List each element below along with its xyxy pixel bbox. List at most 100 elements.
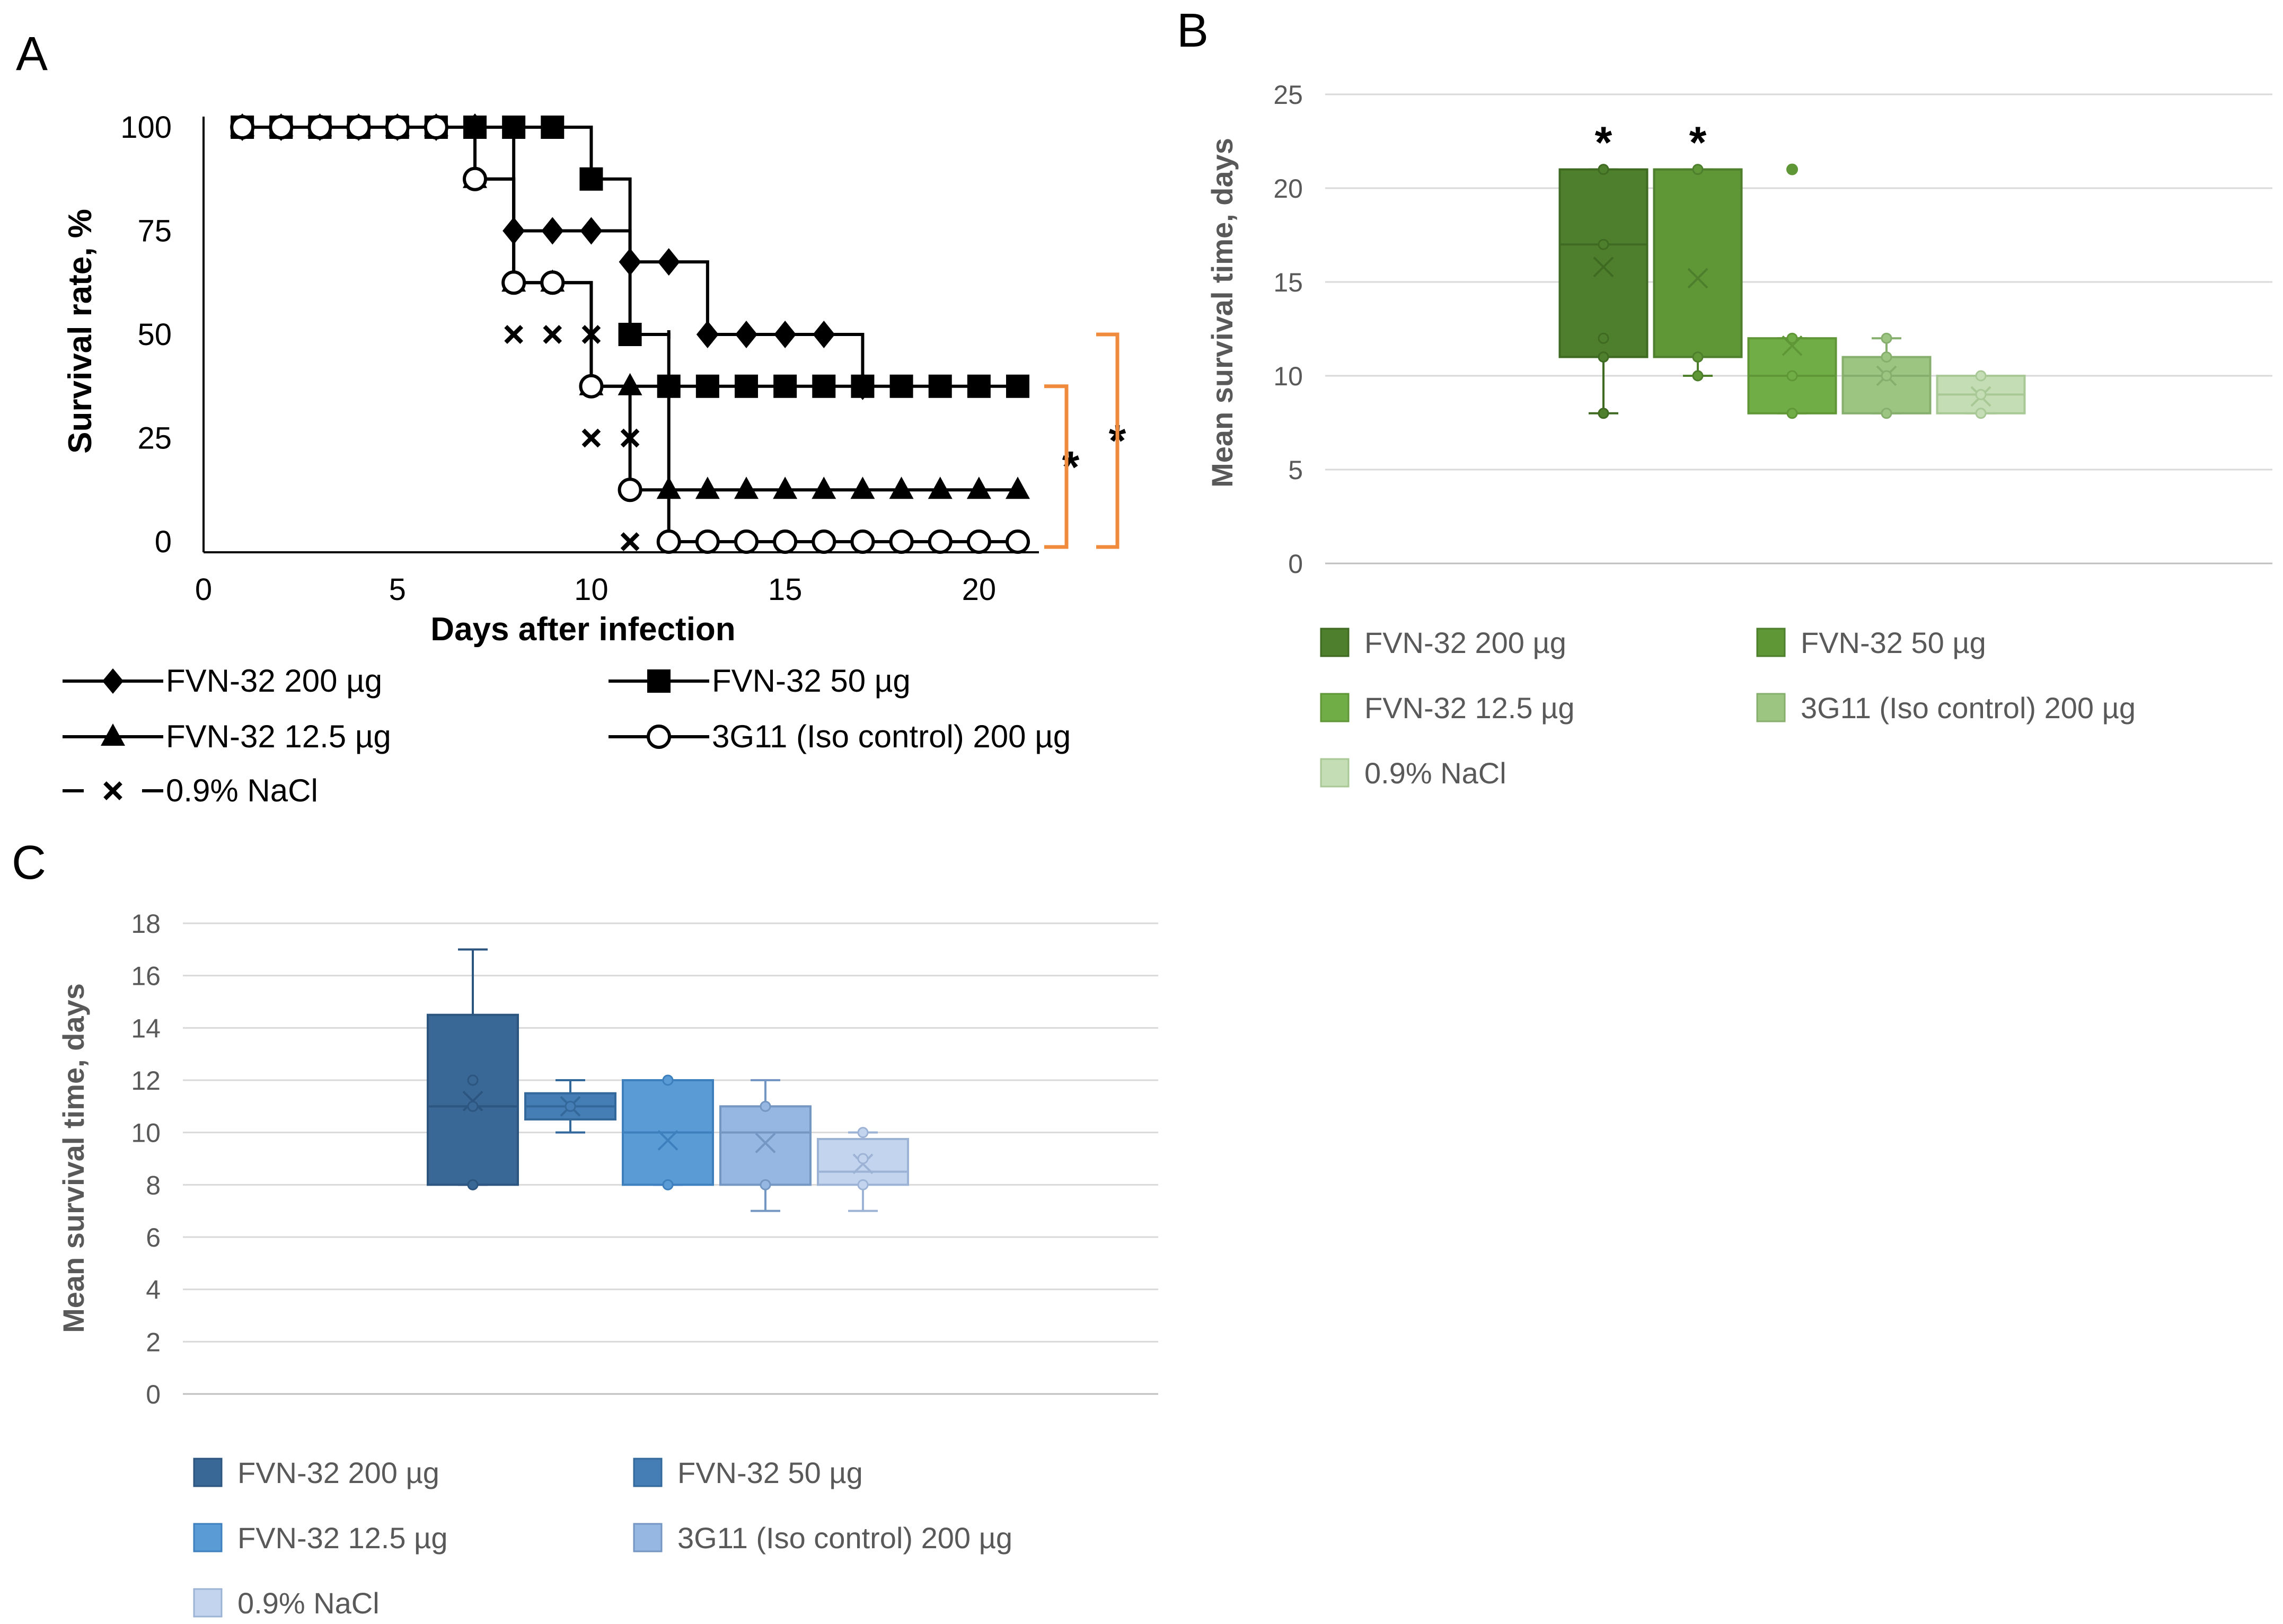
data-point-circle bbox=[540, 270, 565, 295]
legend-marker-diamond bbox=[102, 668, 124, 694]
y-axis-title-c: Mean survival time, days bbox=[57, 983, 90, 1333]
data-point-diamond bbox=[696, 321, 719, 348]
data-point-circle bbox=[579, 374, 604, 399]
legend-marker-triangle bbox=[101, 723, 125, 746]
data-point bbox=[467, 1100, 479, 1112]
y-tick-label: 10 bbox=[131, 1118, 161, 1148]
data-point-circle bbox=[501, 270, 526, 295]
x-axis-title: Days after infection bbox=[430, 611, 735, 648]
legend-b: FVN-32 200 µg FVN-32 50 µg FVN-32 12.5 µg 3… bbox=[1320, 626, 2136, 790]
legend-marker-circle bbox=[647, 725, 671, 749]
data-point-circle bbox=[889, 529, 914, 554]
survival-markers bbox=[230, 113, 1030, 554]
data-point-square bbox=[502, 116, 526, 139]
data-point-circle bbox=[230, 115, 255, 139]
data-point bbox=[1881, 351, 1892, 363]
legend-swatch bbox=[193, 1458, 223, 1487]
data-point-circle bbox=[1006, 529, 1030, 554]
y-axis-title-b: Mean survival time, days bbox=[1205, 138, 1239, 488]
legend-swatch bbox=[1756, 628, 1786, 657]
data-point-triangle bbox=[734, 476, 759, 499]
y-tick-label: 6 bbox=[146, 1223, 161, 1252]
data-point-circle bbox=[850, 529, 875, 554]
legend-label: FVN-32 200 µg bbox=[237, 1456, 439, 1489]
data-point bbox=[1786, 332, 1798, 344]
data-point-circle bbox=[695, 529, 720, 554]
data-point-triangle bbox=[773, 476, 798, 499]
data-point bbox=[1598, 332, 1609, 344]
data-point-diamond bbox=[503, 217, 525, 245]
data-point-diamond bbox=[619, 248, 641, 276]
data-point-circle bbox=[463, 166, 487, 191]
box-group bbox=[1936, 370, 2026, 419]
data-point bbox=[1786, 408, 1798, 419]
x-tick-label: 0 bbox=[195, 572, 212, 607]
data-point-triangle bbox=[656, 476, 681, 499]
data-point-diamond bbox=[774, 321, 797, 348]
panel-label-b: B bbox=[1177, 4, 1209, 57]
data-point bbox=[760, 1100, 771, 1112]
data-point-triangle bbox=[966, 476, 991, 499]
box bbox=[1841, 356, 1932, 414]
data-point-square bbox=[889, 374, 913, 398]
legend-label: 3G11 (Iso control) 200 µg bbox=[1801, 691, 2136, 725]
data-point-diamond bbox=[580, 217, 603, 245]
box-group bbox=[719, 1079, 812, 1212]
data-point-square bbox=[967, 374, 991, 398]
y-tick-label: 0 bbox=[146, 1380, 161, 1409]
x-tick-label: 10 bbox=[574, 572, 609, 607]
data-point bbox=[1598, 164, 1609, 175]
data-point-triangle bbox=[928, 476, 953, 499]
legend-label: FVN-32 50 µg bbox=[1801, 626, 1986, 659]
significance-star: * bbox=[1595, 118, 1612, 167]
y-tick-label: 25 bbox=[137, 421, 172, 456]
box-group bbox=[524, 1079, 616, 1134]
panel-label-c: C bbox=[12, 836, 46, 889]
box bbox=[1558, 168, 1649, 358]
data-point bbox=[662, 1074, 674, 1086]
data-point-square bbox=[735, 374, 758, 398]
data-point bbox=[1975, 389, 1987, 400]
data-point-triangle bbox=[889, 476, 914, 499]
x-tick-label: 20 bbox=[962, 572, 997, 607]
data-point-triangle bbox=[695, 476, 720, 499]
y-tick-label: 50 bbox=[137, 317, 172, 352]
data-point-cross bbox=[620, 428, 640, 448]
data-point-circle bbox=[385, 115, 410, 139]
data-point-triangle bbox=[618, 373, 642, 395]
survival-legend: FVN-32 200 µg FVN-32 50 µg FVN-32 12.5 µg 3… bbox=[63, 663, 1071, 808]
box bbox=[719, 1105, 812, 1186]
data-point-square bbox=[928, 374, 952, 398]
data-point bbox=[565, 1100, 576, 1112]
data-point-circle bbox=[424, 115, 448, 139]
data-point-diamond bbox=[735, 321, 757, 348]
boxes-b: * * bbox=[1558, 118, 2026, 419]
data-point bbox=[1881, 370, 1892, 382]
y-tick-label: 25 bbox=[1273, 80, 1303, 110]
data-point bbox=[1881, 408, 1892, 419]
outlier-point bbox=[1786, 163, 1798, 175]
data-point-diamond bbox=[657, 248, 680, 276]
data-point-square bbox=[773, 374, 797, 398]
data-point-diamond bbox=[813, 321, 835, 348]
box-chart-c: 0 2 4 6 8 10 12 14 16 18 Mean survival time, days… bbox=[57, 909, 1158, 1620]
bracket-inner bbox=[1044, 384, 1069, 549]
y-tick-label: 18 bbox=[131, 909, 161, 939]
legend-label: FVN-32 50 µg bbox=[712, 663, 911, 699]
y-tick-label: 5 bbox=[1288, 455, 1303, 485]
boxes-c bbox=[427, 948, 909, 1212]
legend-swatch bbox=[1320, 628, 1350, 657]
legend-label: FVN-32 12.5 µg bbox=[166, 719, 391, 754]
y-tick-label: 8 bbox=[146, 1170, 161, 1200]
data-point-circle bbox=[812, 529, 836, 554]
y-tick-label: 14 bbox=[131, 1013, 161, 1043]
data-point-triangle bbox=[1006, 476, 1030, 499]
data-point-square bbox=[463, 116, 487, 139]
data-point bbox=[857, 1179, 869, 1190]
y-tick-label: 12 bbox=[131, 1066, 161, 1096]
box-group bbox=[817, 1127, 909, 1212]
y-tick-label: 100 bbox=[120, 110, 172, 145]
y-tick-label: 75 bbox=[137, 214, 172, 249]
